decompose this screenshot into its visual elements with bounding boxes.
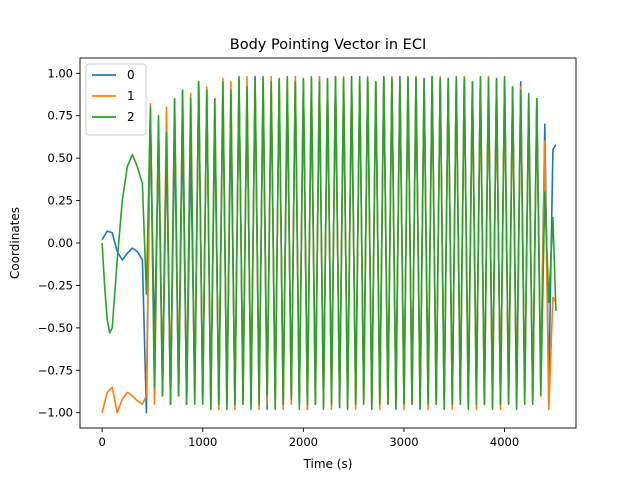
y-tick-label: −0.50 bbox=[38, 321, 73, 335]
plot-area bbox=[101, 75, 557, 414]
y-tick-label: 0.50 bbox=[47, 151, 73, 165]
series-line-2 bbox=[101, 75, 557, 411]
y-tick-label: 1.00 bbox=[47, 66, 73, 80]
y-tick-label: 0.00 bbox=[47, 236, 73, 250]
x-tick-label: 0 bbox=[98, 435, 105, 449]
chart-title: Body Pointing Vector in ECI bbox=[230, 37, 426, 53]
x-tick-label: 2000 bbox=[289, 435, 318, 449]
y-tick-label: 0.25 bbox=[47, 194, 73, 208]
x-tick-label: 1000 bbox=[188, 435, 217, 449]
y-axis: −1.00 −0.75 −0.50 −0.25 0.00 0.25 0.50 0.75 1.00 bbox=[38, 66, 80, 420]
y-tick-label: −0.25 bbox=[38, 278, 73, 292]
x-axis: 0 1000 2000 3000 4000 bbox=[98, 428, 519, 449]
legend-label-2: 2 bbox=[127, 110, 135, 124]
x-tick-label: 4000 bbox=[490, 435, 519, 449]
legend: 0 1 2 bbox=[85, 63, 147, 136]
legend-label-0: 0 bbox=[127, 68, 135, 82]
y-axis-label: Coordinates bbox=[8, 207, 22, 279]
y-tick-label: −0.75 bbox=[38, 363, 73, 377]
x-axis-label: Time (s) bbox=[303, 457, 353, 471]
y-tick-label: −1.00 bbox=[38, 406, 73, 420]
x-tick-label: 3000 bbox=[389, 435, 418, 449]
y-tick-label: 0.75 bbox=[47, 109, 73, 123]
legend-label-1: 1 bbox=[127, 89, 135, 103]
